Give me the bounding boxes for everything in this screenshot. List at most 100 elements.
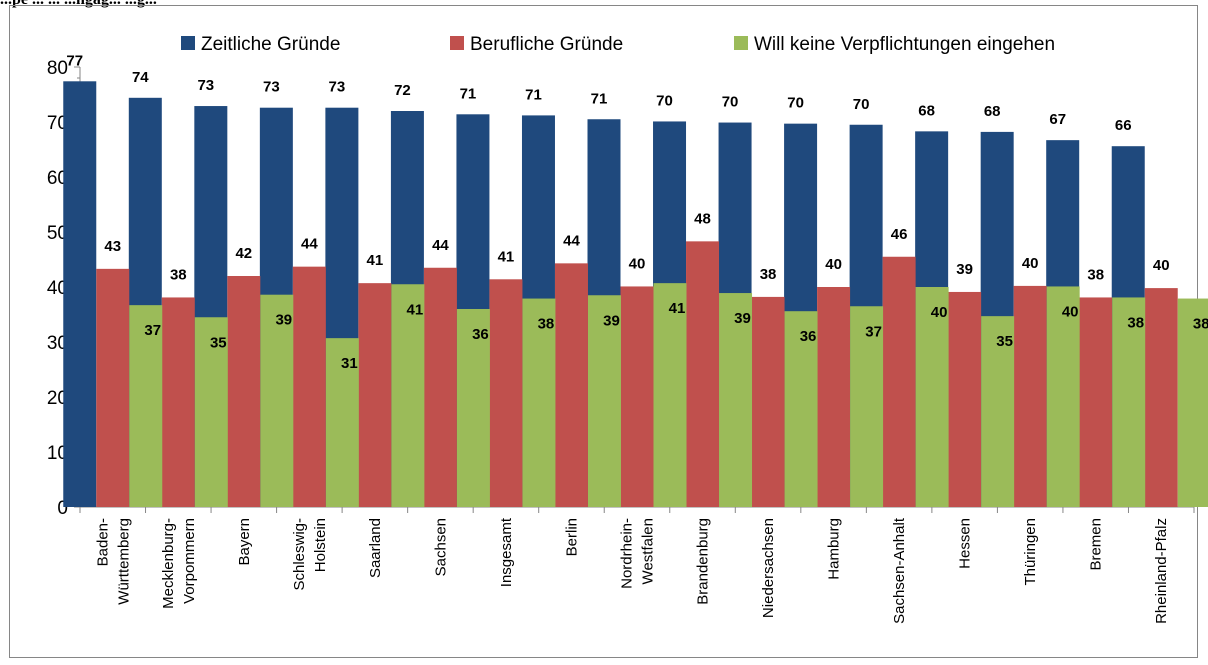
data-label-zeitliche: 71: [525, 86, 542, 103]
data-label-berufliche: 38: [170, 266, 187, 283]
bar-berufliche: [292, 266, 326, 507]
data-label-zeitliche: 70: [656, 92, 673, 109]
bar-verpflichtungen: [587, 295, 621, 507]
bar-berufliche: [489, 279, 523, 507]
data-label-berufliche: 42: [235, 245, 252, 262]
y-tick-label: 30: [47, 333, 68, 354]
bar-verpflichtungen: [325, 338, 359, 507]
y-tick-label: 40: [47, 278, 68, 299]
bar-berufliche: [358, 283, 392, 507]
bar-verpflichtungen: [850, 306, 884, 507]
data-label-verpflichtungen: 41: [407, 301, 424, 318]
bar-verpflichtungen: [653, 283, 687, 507]
data-label-verpflichtungen: 38: [1127, 314, 1144, 331]
data-label-berufliche: 43: [104, 238, 121, 255]
data-label-berufliche: 39: [956, 261, 973, 278]
bar-berufliche: [96, 268, 130, 507]
data-label-zeitliche: 66: [1115, 117, 1132, 134]
data-label-zeitliche: 67: [1049, 111, 1066, 128]
data-label-zeitliche: 70: [853, 96, 870, 113]
x-category-label: Nordrhein- Westfalen: [619, 518, 657, 589]
bar-berufliche: [161, 297, 195, 507]
data-label-berufliche: 46: [891, 226, 908, 243]
y-tick-label: 0: [57, 498, 68, 519]
bar-verpflichtungen: [129, 305, 163, 507]
data-label-verpflichtungen: 36: [472, 326, 489, 343]
data-label-zeitliche: 71: [460, 85, 477, 102]
data-label-berufliche: 48: [694, 210, 711, 227]
legend-label-berufliche: Berufliche Gründe: [470, 34, 623, 55]
bar-berufliche: [423, 267, 457, 507]
data-label-zeitliche: 73: [329, 79, 346, 96]
legend-swatch-berufliche: [450, 36, 464, 50]
y-tick-label: 70: [47, 113, 68, 134]
data-label-berufliche: 40: [1153, 257, 1170, 274]
data-label-zeitliche: 73: [263, 79, 280, 96]
x-category-label: Bayern: [236, 518, 253, 566]
y-tick-label: 20: [47, 388, 68, 409]
data-label-verpflichtungen: 41: [669, 300, 686, 317]
legend-swatch-verpflichtungen: [734, 36, 748, 50]
bar-berufliche: [751, 296, 785, 507]
bar-verpflichtungen: [522, 298, 556, 507]
bar-berufliche: [227, 276, 261, 507]
x-category-label: Bremen: [1088, 518, 1105, 571]
data-label-verpflichtungen: 39: [734, 310, 751, 327]
bar-verpflichtungen: [1112, 297, 1146, 507]
bar-series-group: [63, 81, 1208, 508]
x-category-label: Saarland: [367, 518, 384, 578]
data-label-berufliche: 40: [825, 256, 842, 273]
data-label-verpflichtungen: 39: [275, 312, 292, 329]
bar-zeitliche: [63, 81, 97, 508]
bar-verpflichtungen: [194, 317, 228, 507]
bar-berufliche: [882, 256, 916, 507]
y-tick-label: 80: [47, 58, 68, 79]
bar-berufliche: [1144, 288, 1178, 507]
data-label-verpflichtungen: 39: [603, 312, 620, 329]
x-category-label: Hamburg: [826, 518, 843, 580]
x-category-label: Hessen: [957, 518, 974, 569]
bar-verpflichtungen: [784, 311, 818, 507]
y-tick-label: 50: [47, 223, 68, 244]
x-category-label: Berlin: [563, 518, 580, 556]
data-label-berufliche: 40: [629, 255, 646, 272]
data-label-berufliche: 41: [498, 248, 515, 265]
x-category-label: Baden- Württemberg: [94, 518, 132, 605]
bar-verpflichtungen: [456, 309, 490, 507]
data-label-berufliche: 41: [367, 252, 384, 269]
data-label-group: 77 74 73 73 73 72 71 71 71 70 70 70 70 68 68 67 66 43 38 42…: [66, 52, 1208, 372]
bar-berufliche: [948, 291, 982, 507]
bar-verpflichtungen: [260, 294, 294, 507]
data-label-zeitliche: 70: [787, 95, 804, 112]
data-label-zeitliche: 77: [66, 52, 83, 69]
data-label-berufliche: 44: [563, 232, 580, 249]
x-category-label: Insgesamt: [498, 517, 515, 587]
data-label-verpflichtungen: 35: [210, 334, 227, 351]
data-label-zeitliche: 68: [984, 103, 1001, 120]
bar-verpflichtungen: [1177, 298, 1208, 507]
x-category-label: Brandenburg: [695, 518, 712, 605]
data-label-zeitliche: 73: [197, 77, 214, 94]
data-label-zeitliche: 74: [132, 69, 149, 86]
data-label-zeitliche: 68: [918, 102, 935, 119]
data-label-berufliche: 38: [760, 266, 777, 283]
legend: Zeitliche Gründe Berufliche Gründe Will ke…: [181, 34, 1055, 55]
bar-berufliche: [620, 286, 654, 507]
legend-label-zeitliche: Zeitliche Gründe: [201, 34, 340, 55]
data-label-verpflichtungen: 31: [341, 355, 358, 372]
data-label-zeitliche: 70: [722, 94, 739, 111]
data-label-zeitliche: 72: [394, 82, 411, 99]
data-label-berufliche: 40: [1022, 255, 1039, 272]
y-tick-label: 10: [47, 443, 68, 464]
data-label-verpflichtungen: 35: [996, 333, 1013, 350]
partial-page-title: ...pe ... ... ...ngag... ...g...: [0, 0, 1208, 11]
data-label-verpflichtungen: 37: [144, 322, 161, 339]
data-label-berufliche: 44: [301, 236, 318, 253]
bar-berufliche: [817, 287, 851, 507]
data-label-verpflichtungen: 38: [1193, 316, 1208, 333]
bar-verpflichtungen: [719, 293, 753, 507]
x-category-label: Sachsen: [432, 518, 449, 576]
data-label-verpflichtungen: 37: [865, 323, 882, 340]
bar-verpflichtungen: [981, 316, 1015, 507]
